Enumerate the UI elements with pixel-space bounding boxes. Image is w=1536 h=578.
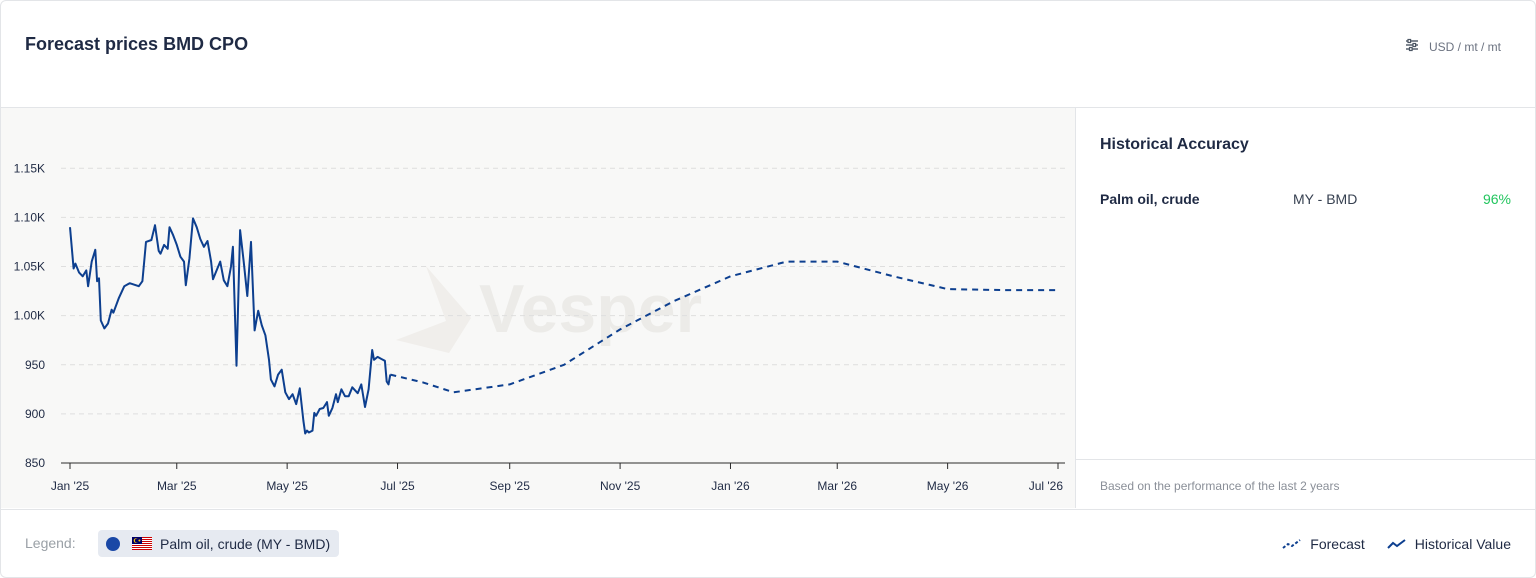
legend-keys: Forecast Historical Value xyxy=(1282,536,1511,552)
accuracy-value: 96% xyxy=(1482,191,1511,207)
series-dot-icon xyxy=(106,536,120,551)
y-tick-label: 1.05K xyxy=(14,260,45,274)
x-axis: Jan '25 Mar '25 May '25 Jul '25 Sep '25 Nov '… xyxy=(51,462,1065,493)
x-tick-label: May '25 xyxy=(266,479,308,493)
accuracy-footnote: Based on the performance of the last 2 y… xyxy=(1100,479,1340,493)
malaysia-flag-icon xyxy=(132,537,152,550)
accuracy-market: MY - BMD xyxy=(1293,191,1358,207)
price-chart: Vesper 850 900 950 1.00K 1.05K 1.10K 1.15K Jan… xyxy=(14,161,1065,493)
x-tick-label: Jan '26 xyxy=(711,479,750,493)
accuracy-title: Historical Accuracy xyxy=(1100,136,1249,153)
legend-chip-label: Palm oil, crude (MY - BMD) xyxy=(160,535,331,552)
y-tick-label: 950 xyxy=(25,358,45,372)
watermark: Vesper xyxy=(396,266,702,353)
x-tick-label: Jan '25 xyxy=(51,479,90,493)
page-title: Forecast prices BMD CPO xyxy=(25,34,249,54)
legend-label: Legend: xyxy=(25,535,76,551)
unit-selector[interactable]: USD / mt / mt xyxy=(1405,38,1501,55)
x-tick-label: Mar '25 xyxy=(157,479,197,493)
dashed-line-icon xyxy=(1282,539,1301,549)
legend-forecast[interactable]: Forecast xyxy=(1282,536,1365,552)
sliders-icon[interactable] xyxy=(1405,38,1419,55)
x-tick-label: Sep '25 xyxy=(490,479,531,493)
legend-historical[interactable]: Historical Value xyxy=(1387,536,1511,552)
series-group xyxy=(69,217,1058,435)
watermark-text: Vesper xyxy=(479,271,702,347)
accuracy-footer: Based on the performance of the last 2 y… xyxy=(1076,459,1535,509)
x-tick-label: May '26 xyxy=(927,479,969,493)
y-axis-ticks: 850 900 950 1.00K 1.05K 1.10K 1.15K xyxy=(14,161,46,470)
x-tick-label: Nov '25 xyxy=(600,479,641,493)
legend-chip[interactable]: Palm oil, crude (MY - BMD) xyxy=(98,530,340,557)
historical-line xyxy=(69,217,392,435)
x-tick-label: Jul '25 xyxy=(380,479,415,493)
accuracy-commodity: Palm oil, crude xyxy=(1100,191,1200,207)
legend-bar: Legend: Palm oil, crude (MY - BMD) xyxy=(1,509,1535,578)
watermark-logo-icon xyxy=(396,266,471,353)
y-tick-label: 1.00K xyxy=(14,309,45,323)
solid-line-icon xyxy=(1387,539,1406,549)
x-tick-label: Mar '26 xyxy=(817,479,857,493)
legend-forecast-label: Forecast xyxy=(1310,536,1365,552)
chart-area: Vesper 850 900 950 1.00K 1.05K 1.10K 1.15K Jan… xyxy=(1,108,1076,508)
y-tick-label: 850 xyxy=(25,456,45,470)
y-tick-label: 900 xyxy=(25,407,45,421)
card-header: Forecast prices BMD CPO USD / mt / mt xyxy=(1,1,1535,108)
accuracy-panel: Historical Accuracy Palm oil, crude MY -… xyxy=(1076,108,1535,508)
legend-historical-label: Historical Value xyxy=(1414,536,1511,552)
y-tick-label: 1.10K xyxy=(14,210,45,224)
y-tick-label: 1.15K xyxy=(14,161,45,175)
x-tick-label: Jul '26 xyxy=(1029,479,1064,493)
accuracy-row: Palm oil, crude MY - BMD 96% xyxy=(1100,191,1511,211)
unit-label[interactable]: USD / mt / mt xyxy=(1429,39,1501,54)
